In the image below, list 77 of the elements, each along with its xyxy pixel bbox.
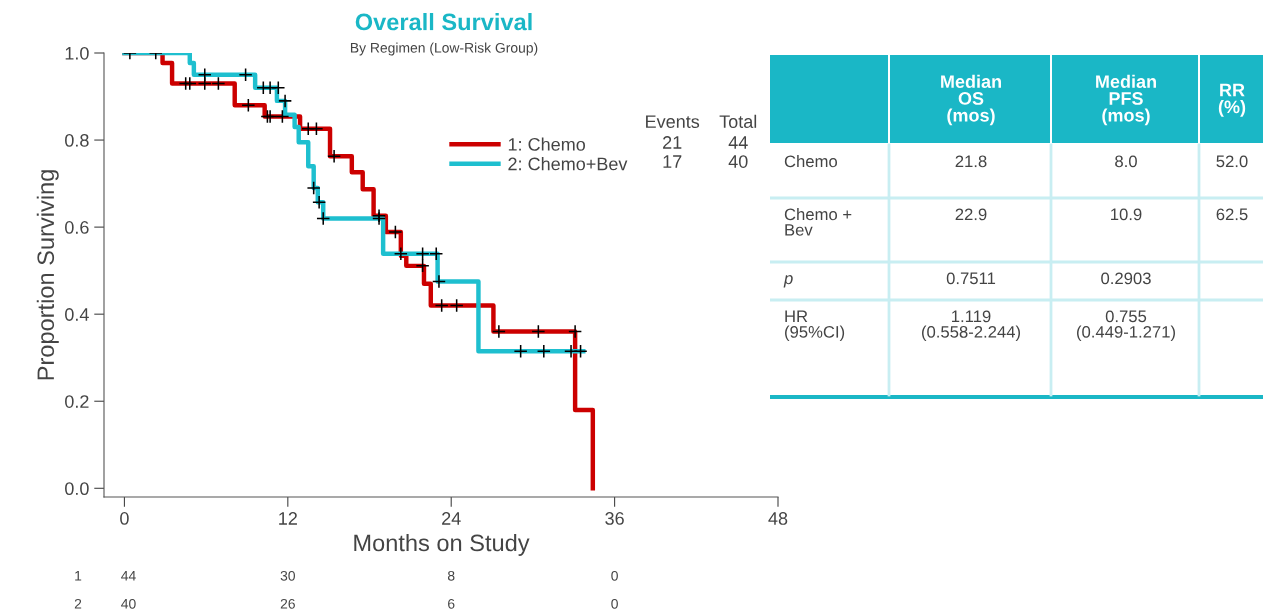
point [241,98,256,113]
point [431,274,446,289]
text: 8 [447,570,455,581]
point [327,149,342,164]
text: 26 [280,598,295,609]
point [491,324,506,339]
point [238,67,253,82]
text: 8.0 [1115,155,1137,168]
text: 1 [75,571,82,581]
point [316,211,331,226]
y-tick-label: 0.6 [65,221,89,234]
point [312,195,327,210]
y-tick-label: 1.0 [65,46,89,60]
annotation: 44 [728,136,748,149]
legend-label: 2: Chemo+Bev [508,157,628,171]
category-label: Chemo [784,155,838,168]
x-tick-label: 48 [768,512,788,525]
text: 0.7511 [946,272,996,285]
y-tick-label: 0.8 [65,133,89,147]
text: 0 [611,570,618,581]
text: 1.119 (0.558-2.244) [922,310,1020,342]
x-tick-label: 24 [442,512,461,525]
point [573,344,588,359]
category-label: Chemo + Bev [784,208,852,236]
text: 40 [121,598,136,609]
text: 2 [74,598,82,609]
point [531,324,546,339]
y-tick-label: 0.0 [65,482,89,496]
text: 30 [280,570,295,581]
text: 44 [121,571,136,581]
y-axis-title: Proportion Surviving [36,170,59,380]
point [415,258,430,273]
point [271,80,286,95]
text: 0.755 (0.449-1.271) [1077,310,1175,342]
y-tick-label: 0.4 [65,308,89,321]
chart-title: Overall Survival [355,13,532,31]
point [393,246,408,261]
text: 62.5 [1216,208,1248,221]
text: 52.0 [1216,155,1248,168]
category-label: HR (95%CI) [785,310,845,342]
point [275,109,290,124]
category-label: p [783,275,793,288]
category-label: Median OS (mos) [941,74,1001,126]
point [309,121,324,136]
text: 21.8 [955,155,987,168]
point [434,298,449,313]
category-label: RR (%) [1218,83,1246,117]
point [278,93,293,108]
annotation: 17 [663,155,682,168]
annotation: 21 [663,136,682,149]
x-tick-label: 12 [279,512,297,525]
point [568,324,583,339]
text: 6 [448,598,455,609]
annotation: Total [719,114,757,128]
legend-label: 1: Chemo [508,137,586,151]
point [388,224,403,239]
annotation: Events [646,115,700,128]
point [536,344,551,359]
point [415,246,430,261]
y-tick-label: 0.2 [65,395,89,408]
text: 22.9 [955,208,987,221]
point [211,76,226,91]
point [182,76,197,91]
point [429,246,444,261]
point [197,67,212,82]
category-label: Median PFS (mos) [1096,74,1156,126]
x-tick-label: 0 [120,512,129,525]
point [513,344,528,359]
text: 0.2903 [1101,272,1151,285]
point [449,298,464,313]
point [306,180,321,195]
text: 10.9 [1111,208,1142,221]
annotation: 40 [728,155,748,168]
x-tick-label: 36 [605,512,624,525]
x-axis-title: Months on Study [354,533,530,556]
text: 0 [611,598,618,609]
chart-subtitle: By Regimen (Low-Risk Group) [350,42,538,56]
